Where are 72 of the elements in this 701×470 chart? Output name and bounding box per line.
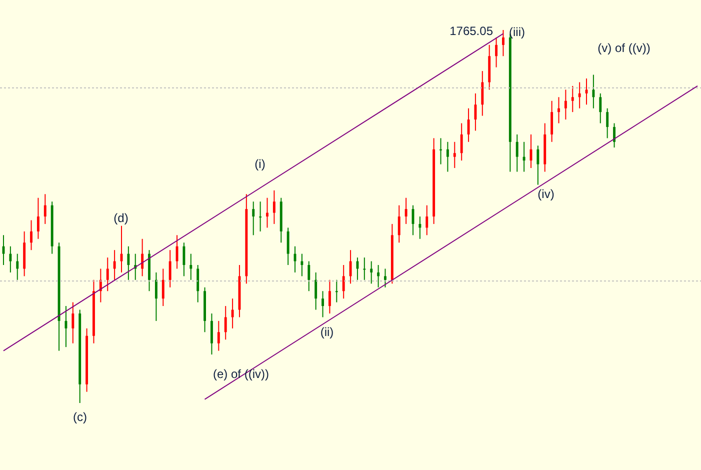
candlestick (453, 141, 456, 169)
candlestick (196, 264, 200, 303)
candlestick (210, 312, 213, 356)
candlestick (36, 197, 40, 240)
candlestick (72, 302, 74, 344)
candlestick (342, 264, 345, 300)
candlestick (328, 279, 331, 314)
candlestick (286, 227, 290, 266)
candlestick (106, 257, 109, 292)
candlestick (446, 141, 449, 172)
candlestick (377, 264, 380, 288)
candlestick (217, 320, 220, 352)
candlestick (272, 190, 276, 224)
candlestick (168, 250, 172, 288)
candlestick (578, 82, 581, 109)
candlestick (426, 204, 428, 236)
candlestick (30, 220, 32, 251)
candlestick (182, 242, 186, 277)
candlestick (349, 250, 352, 284)
annotation: (d) (114, 211, 128, 225)
candlestick (370, 260, 373, 284)
candlestick (495, 36, 498, 68)
text: (c) (73, 410, 87, 424)
candlestick (613, 122, 616, 148)
candlestick (335, 279, 338, 303)
candlestick (266, 197, 268, 228)
candlestick (606, 108, 609, 139)
candlestick (322, 290, 324, 318)
candlestick (418, 216, 422, 240)
candlestick (516, 134, 518, 172)
candlestick (592, 74, 595, 109)
annotation: (ii) (320, 325, 334, 339)
candlestick (564, 89, 567, 120)
candlestick (599, 92, 602, 124)
candlestick (16, 253, 19, 280)
candlestick (404, 197, 408, 224)
candlestick (154, 272, 158, 322)
candlestick (363, 257, 366, 280)
candlestick (300, 253, 304, 277)
candlestick (308, 260, 310, 292)
annotation: (iii) (509, 25, 525, 39)
candlestick (502, 30, 504, 57)
annotation: 1765.05 (450, 24, 494, 38)
candlestick (252, 201, 255, 236)
annotation: (iv) (538, 187, 554, 201)
candlestick (259, 201, 262, 232)
candlestick (481, 70, 484, 116)
candlestick (314, 272, 318, 310)
candlestick (224, 306, 227, 340)
candlestick (460, 122, 463, 162)
candlestick (141, 238, 144, 277)
candlestick (127, 246, 130, 280)
candlestick (384, 268, 386, 288)
candlestick (440, 138, 442, 165)
annotation: (e) of ((iv)) (213, 367, 269, 381)
candlestick (550, 100, 554, 142)
candlestick (113, 250, 116, 280)
annotation: (v) of ((v)) (598, 41, 650, 55)
candlestick (398, 204, 400, 244)
candlestick (64, 306, 68, 348)
candlestick (474, 92, 477, 132)
candlestick (536, 145, 540, 186)
candlestick (190, 253, 192, 280)
candlestick (522, 141, 526, 172)
candlestick (9, 246, 12, 273)
candlestick (231, 298, 234, 329)
candlestick (558, 96, 560, 124)
candlestick (571, 85, 574, 113)
candlestick (356, 257, 359, 280)
candlestick (44, 194, 46, 224)
candlestick (162, 268, 164, 307)
annotation: (i) (254, 157, 266, 171)
